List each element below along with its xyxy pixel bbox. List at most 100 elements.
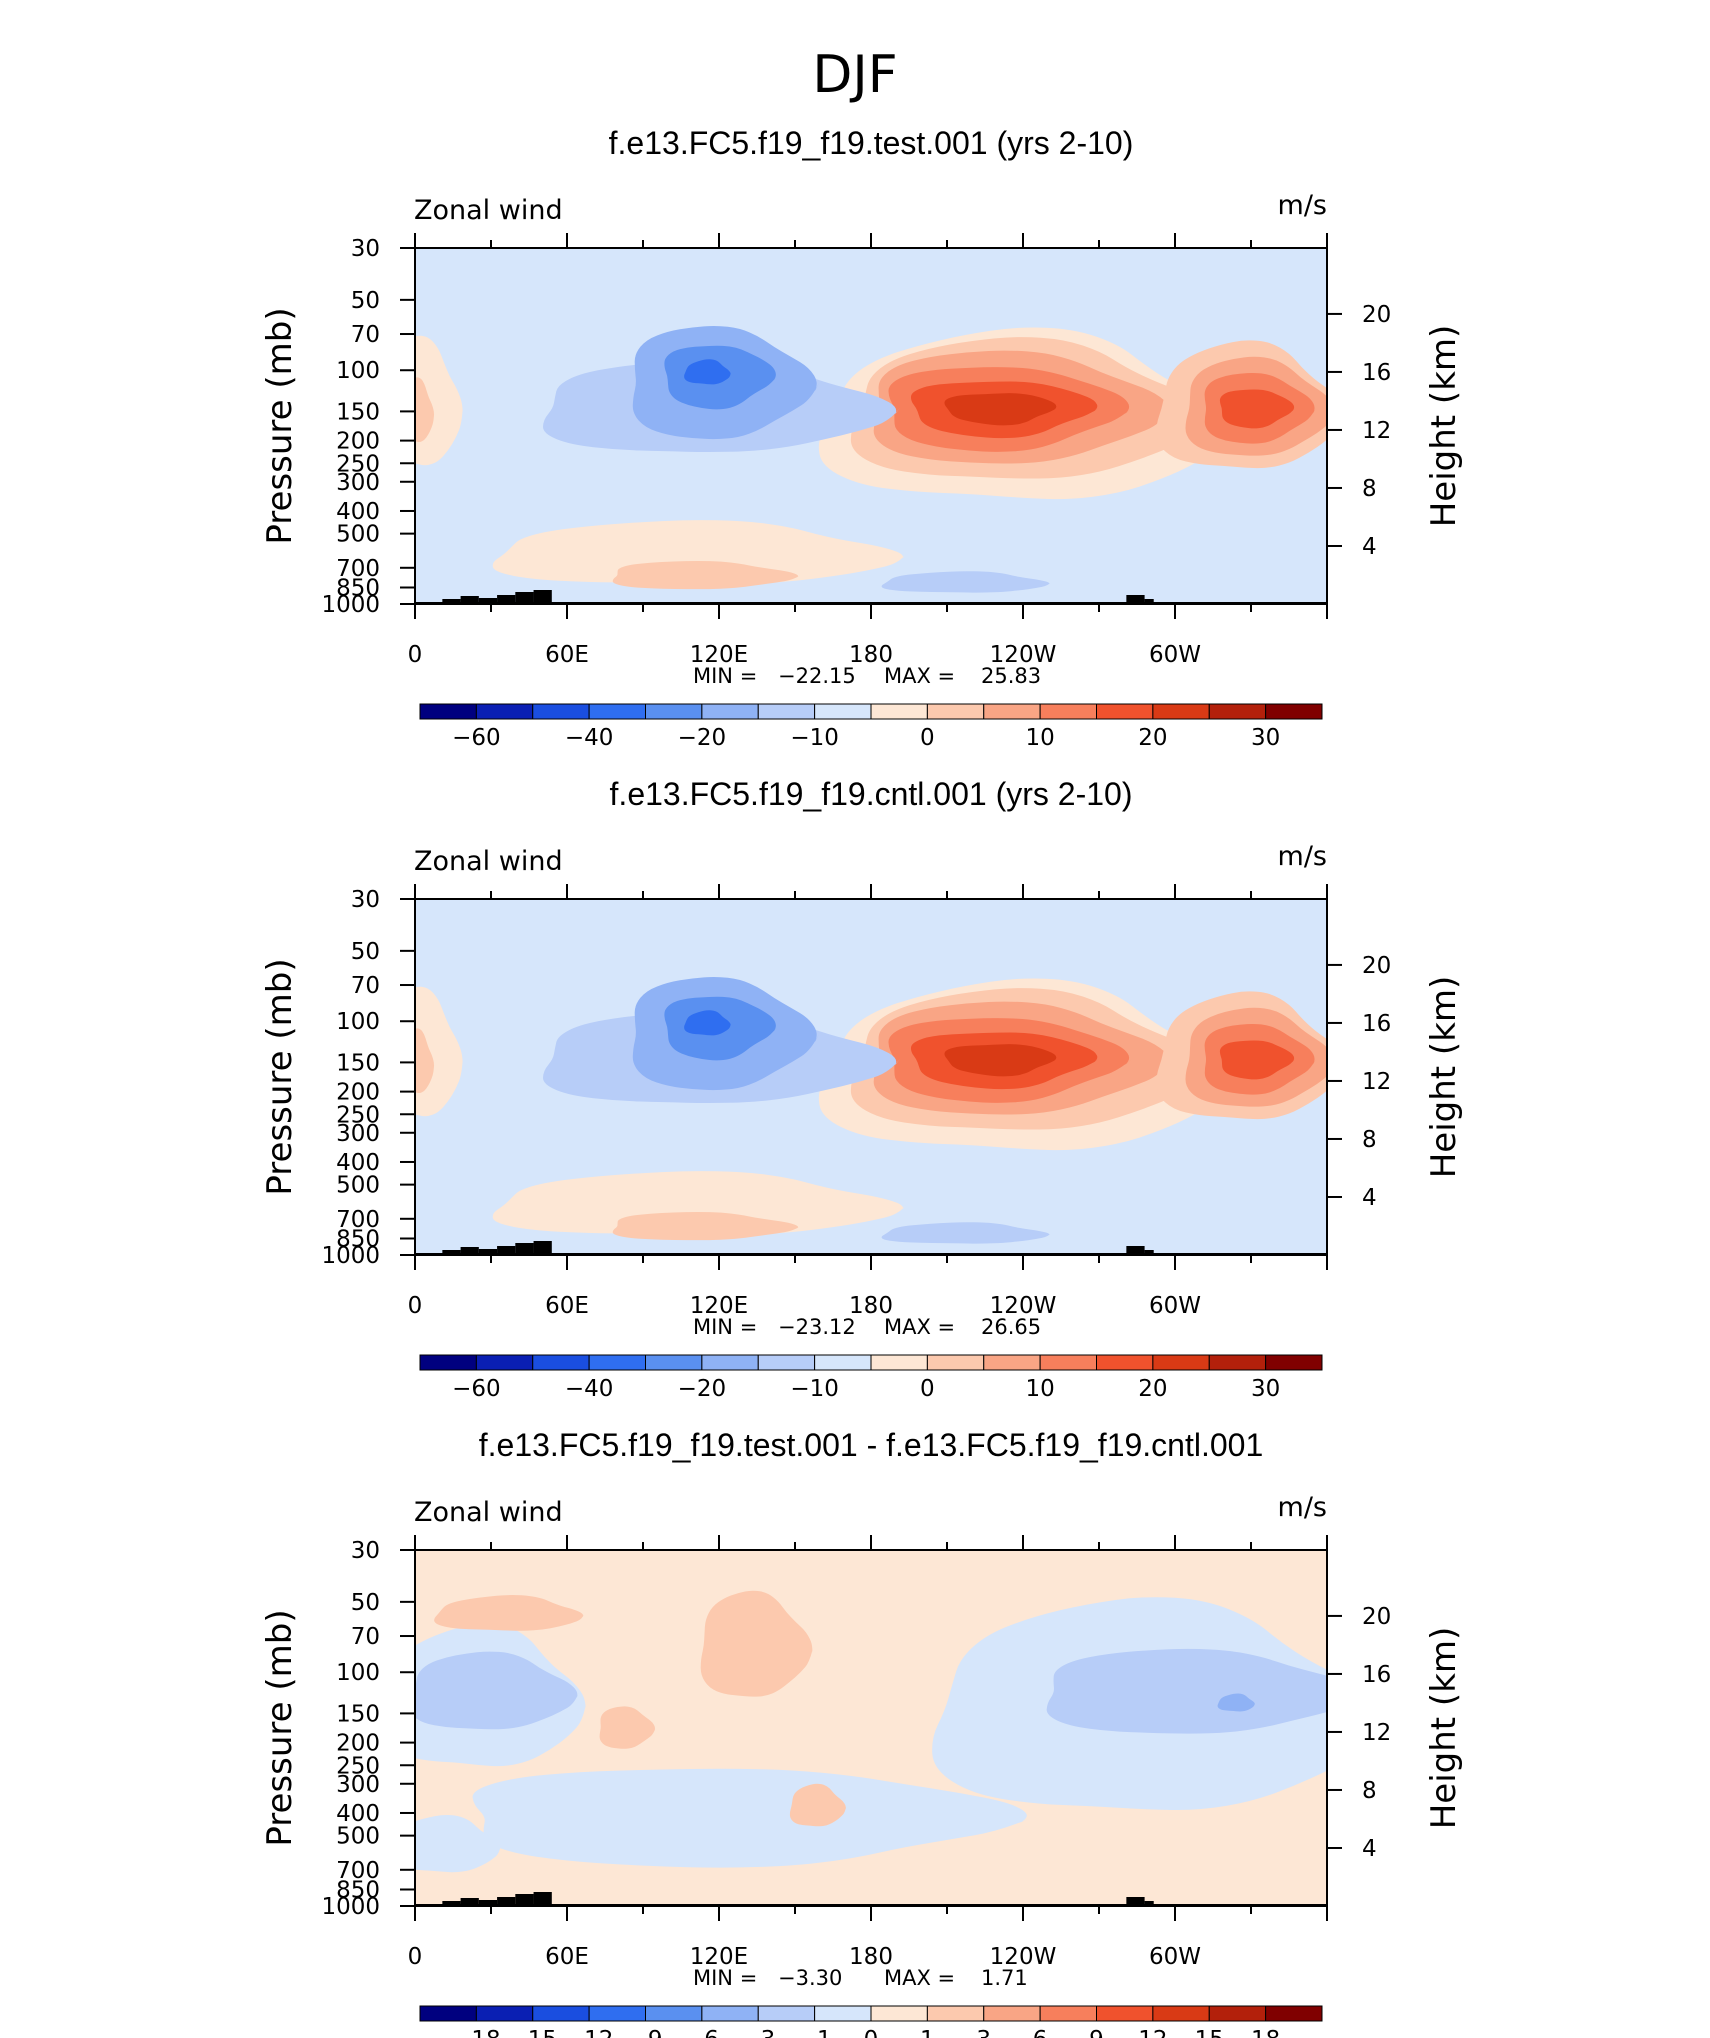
- pressure-axis-label: Pressure (mb): [260, 307, 300, 544]
- contour-region: [472, 1768, 1034, 1868]
- contour-fill: [415, 248, 1327, 604]
- pressure-tick-label: 250: [336, 1753, 380, 1779]
- x-tick-label: 60E: [545, 642, 589, 668]
- colorbar-swatch: [419, 703, 477, 720]
- pressure-axis-label: Pressure (mb): [260, 1609, 300, 1846]
- pressure-tick-label: 30: [351, 887, 380, 913]
- topography-bar: [478, 598, 498, 604]
- pressure-tick-label: 150: [336, 399, 380, 425]
- colorbar-swatch: [701, 2005, 759, 2022]
- topography-bar: [442, 599, 461, 604]
- pressure-tick-label: 1000: [321, 1894, 380, 1920]
- topography-bar: [478, 1249, 498, 1255]
- colorbar-tick-label: −15: [508, 2027, 557, 2038]
- pressure-tick-label: 500: [336, 522, 380, 548]
- colorbar-tick-label: 12: [1138, 2027, 1167, 2038]
- colorbar-swatch: [757, 2005, 816, 2022]
- colorbar-tick-label: −20: [678, 1376, 727, 1402]
- contour-region: [434, 1595, 584, 1631]
- x-tick-label: 60W: [1149, 1944, 1201, 1970]
- units-label: m/s: [1278, 841, 1327, 872]
- contour-region: [1217, 1693, 1255, 1712]
- colorbar-tick-label: 10: [1025, 1376, 1054, 1402]
- pressure-tick-label: 250: [336, 451, 380, 477]
- min-label: MIN =: [693, 664, 757, 688]
- colorbar-tick-label: −9: [629, 2027, 663, 2038]
- height-tick-label: 12: [1362, 1720, 1391, 1746]
- contour-region: [684, 359, 731, 385]
- pressure-tick-label: 700: [336, 556, 380, 582]
- colorbar-swatch: [757, 1354, 816, 1371]
- contour-region: [492, 1171, 906, 1236]
- pressure-tick-label: 100: [336, 358, 380, 384]
- pressure-tick-label: 1000: [321, 1243, 380, 1269]
- colorbar-tick-label: 9: [1089, 2027, 1104, 2038]
- colorbar-tick-label: 15: [1195, 2027, 1224, 2038]
- colorbar-swatch: [645, 703, 703, 720]
- height-tick-label: 8: [1362, 1778, 1377, 1804]
- colorbar-tick-label: 30: [1251, 1376, 1280, 1402]
- panel-title: f.e13.FC5.f19_f19.cntl.001 (yrs 2-10): [610, 776, 1133, 812]
- colorbar-tick-label: −18: [452, 2027, 501, 2038]
- height-tick-label: 12: [1362, 418, 1391, 444]
- contour-region: [684, 1010, 731, 1036]
- height-tick-label: 4: [1362, 534, 1377, 560]
- panel-1: f.e13.FC5.f19_f19.test.001 (yrs 2-10) Zon…: [260, 125, 1464, 751]
- height-tick-label: 20: [1362, 953, 1391, 979]
- pressure-axis-label: Pressure (mb): [260, 958, 300, 1195]
- colorbar-swatch: [532, 1354, 590, 1371]
- colorbar-swatch: [1152, 1354, 1210, 1371]
- height-tick-label: 20: [1362, 1604, 1391, 1630]
- contour-region: [944, 393, 1057, 426]
- colorbar-swatch: [983, 1354, 1041, 1371]
- x-tick-label: 120E: [690, 1293, 748, 1319]
- colorbar-swatch: [701, 703, 759, 720]
- pressure-tick-label: 250: [336, 1102, 380, 1128]
- colorbar-swatch: [588, 703, 646, 720]
- height-axis-label: Height (km): [1424, 1627, 1464, 1830]
- pressure-tick-label: 400: [336, 1801, 380, 1827]
- x-tick-label: 120W: [990, 1293, 1057, 1319]
- colorbar-swatch: [475, 1354, 534, 1371]
- panel-title: f.e13.FC5.f19_f19.test.001 - f.e13.FC5.f…: [479, 1427, 1264, 1463]
- height-tick-label: 4: [1362, 1185, 1377, 1211]
- colorbar-tick-label: −1: [798, 2027, 832, 2038]
- x-tick-label: 60W: [1149, 1293, 1201, 1319]
- colorbar-swatch: [532, 703, 590, 720]
- pressure-tick-label: 500: [336, 1824, 380, 1850]
- pressure-tick-label: 150: [336, 1701, 380, 1727]
- colorbar-tick-label: −3: [741, 2027, 775, 2038]
- colorbar-swatch: [701, 1354, 759, 1371]
- contour-region: [789, 1783, 847, 1827]
- topography-bar: [460, 1898, 479, 1906]
- pressure-tick-label: 400: [336, 499, 380, 525]
- pressure-tick-label: 700: [336, 1858, 380, 1884]
- colorbar-tick-label: −60: [452, 1376, 501, 1402]
- pressure-tick-label: 30: [351, 1538, 380, 1564]
- height-tick-label: 8: [1362, 1127, 1377, 1153]
- max-value: 1.71: [981, 1966, 1028, 1990]
- x-tick-label: 120E: [690, 642, 748, 668]
- colorbar-swatch: [983, 2005, 1041, 2022]
- topography-bar: [460, 1247, 479, 1255]
- contour-region: [1046, 1648, 1327, 1734]
- x-tick-label: 180: [849, 642, 893, 668]
- height-tick-label: 16: [1362, 1662, 1391, 1688]
- colorbar-swatch: [926, 1354, 985, 1371]
- pressure-tick-label: 850: [336, 1878, 380, 1904]
- colorbar-swatch: [1208, 2005, 1267, 2022]
- contour-region: [599, 1706, 656, 1749]
- contour-region: [415, 377, 435, 443]
- topography-bar: [497, 1897, 516, 1906]
- topography-bar: [533, 1241, 552, 1255]
- x-tick-label: 120W: [990, 642, 1057, 668]
- colorbar-tick-label: 20: [1138, 725, 1167, 751]
- colorbar-swatch: [645, 2005, 703, 2022]
- x-tick-label: 180: [849, 1944, 893, 1970]
- topography-bar: [478, 1900, 498, 1906]
- pressure-tick-label: 300: [336, 1121, 380, 1147]
- pressure-tick-label: 100: [336, 1660, 380, 1686]
- colorbar-swatch: [1152, 2005, 1210, 2022]
- pressure-tick-label: 1000: [321, 592, 380, 618]
- colorbar-swatch: [588, 2005, 646, 2022]
